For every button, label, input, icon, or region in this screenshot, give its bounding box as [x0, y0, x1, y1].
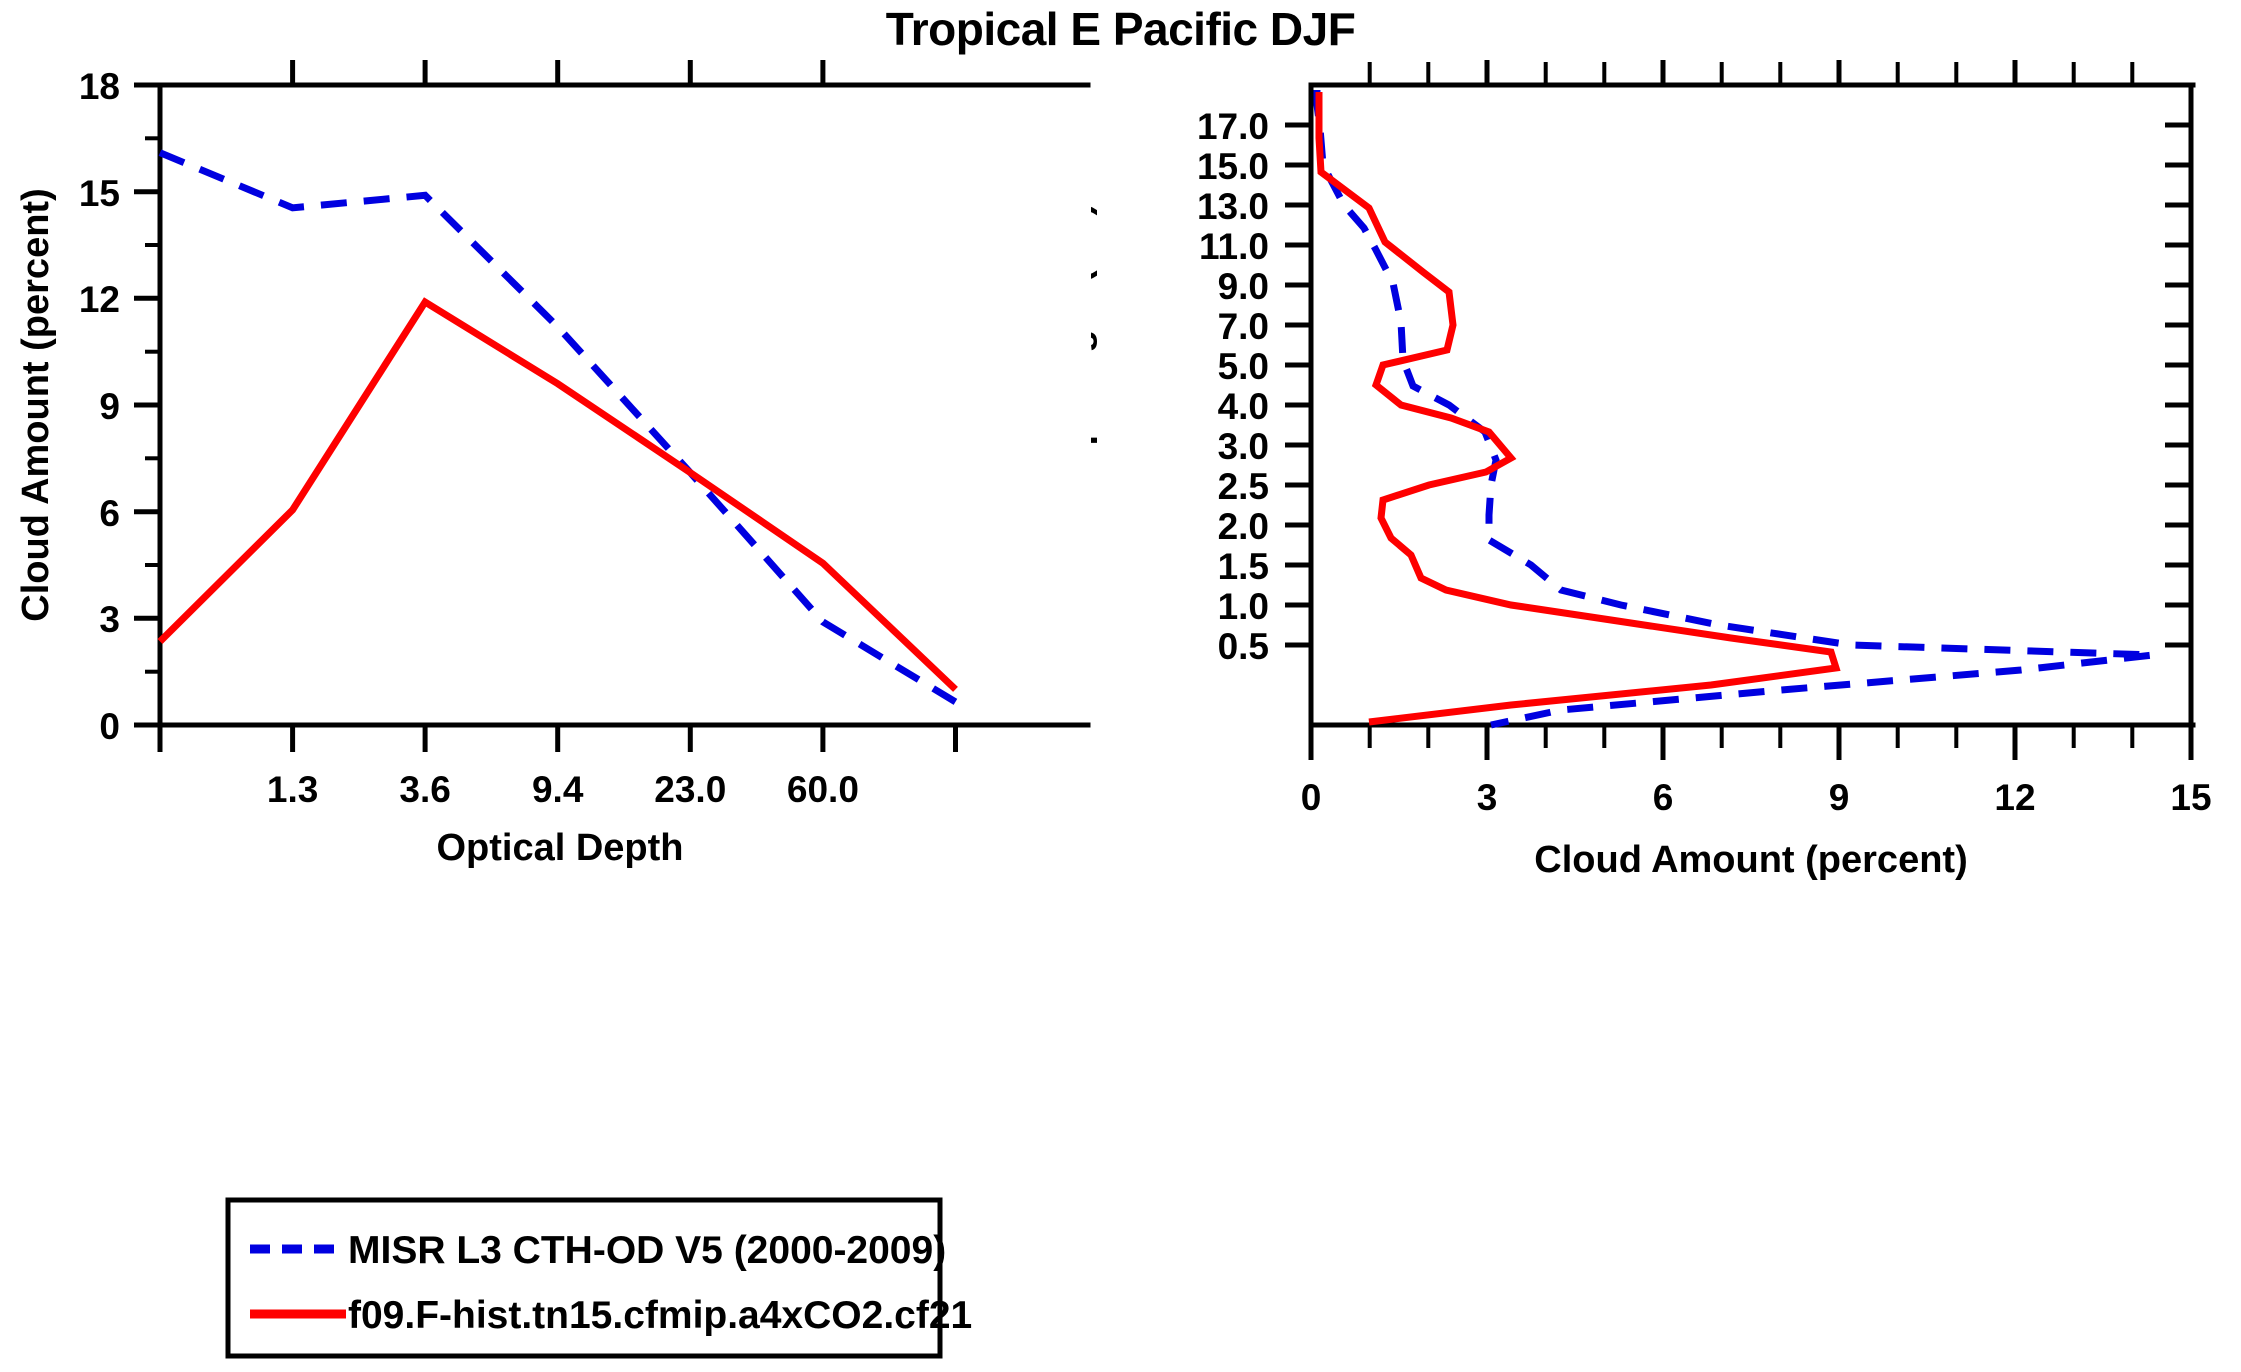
right-y-tick-4: 4.0 [1218, 386, 1269, 427]
left-y-tick-labels: 0 3 6 9 12 15 18 [79, 66, 120, 747]
right-y-tick-17: 17.0 [1197, 106, 1269, 147]
left-y-tick-0: 0 [99, 706, 120, 747]
right-y-tick-3: 3.0 [1218, 426, 1269, 467]
left-y-minor-ticks [145, 136, 160, 674]
right-x-tick-labels: 0 3 6 9 12 15 [1301, 777, 2212, 818]
left-axis-frame [157, 82, 1091, 728]
left-y-major-ticks [134, 82, 160, 728]
left-x-tick-2: 3.6 [399, 769, 450, 810]
right-y-tick-1: 1.0 [1218, 586, 1269, 627]
legend-entry-misr[interactable]: MISR L3 CTH-OD V5 (2000-2009) [250, 1229, 946, 1272]
legend-label-misr: MISR L3 CTH-OD V5 (2000-2009) [348, 1229, 946, 1272]
legend: MISR L3 CTH-OD V5 (2000-2009) f09.F-hist… [225, 1197, 972, 1359]
right-y-tick-2p5: 2.5 [1218, 466, 1269, 507]
left-y-tick-6: 6 [99, 493, 120, 534]
right-y-tick-9: 9.0 [1218, 266, 1269, 307]
left-x-tick-4: 23.0 [654, 769, 726, 810]
left-x-tick-1: 1.3 [267, 769, 318, 810]
right-y-tick-15: 15.0 [1197, 146, 1269, 187]
right-y-tick-labels: 17.0 15.0 13.0 11.0 9.0 7.0 5.0 4.0 3.0 … [1197, 106, 1269, 667]
cloud-top-height-panel: 17.0 15.0 13.0 11.0 9.0 7.0 5.0 4.0 3.0 … [1091, 60, 2212, 881]
left-series-model [157, 297, 958, 692]
left-y-axis-title: Cloud Amount (percent) [15, 188, 57, 621]
left-x-tick-5: 60.0 [787, 769, 859, 810]
right-x-tick-15: 15 [2170, 777, 2211, 818]
legend-border [225, 1197, 943, 1359]
left-series-misr [158, 149, 958, 705]
optical-depth-panel: 0 3 6 9 12 15 18 1.3 3.6 9.4 [15, 60, 1091, 869]
right-x-tick-6: 6 [1653, 777, 1674, 818]
right-x-tick-12: 12 [1994, 777, 2035, 818]
right-series-misr [1313, 90, 2154, 729]
right-x-tick-0: 0 [1301, 777, 1322, 818]
right-y-tick-13: 13.0 [1197, 186, 1269, 227]
right-y-tick-2: 2.0 [1218, 506, 1269, 547]
left-y-tick-12: 12 [79, 279, 120, 320]
right-y-axis-title: Cloud Top Height (km) [1091, 203, 1098, 608]
right-y-tick-0p5: 0.5 [1218, 626, 1269, 667]
right-y-tick-11: 11.0 [1199, 226, 1269, 267]
right-y-tick-5: 5.0 [1218, 346, 1269, 387]
right-y-tick-7: 7.0 [1218, 306, 1269, 347]
legend-entry-model[interactable]: f09.F-hist.tn15.cfmip.a4xCO2.cf21 [250, 1294, 972, 1337]
left-x-tick-labels: 1.3 3.6 9.4 23.0 60.0 [267, 769, 859, 810]
right-x-axis-title: Cloud Amount (percent) [1534, 839, 1967, 881]
left-y-tick-18: 18 [79, 66, 120, 107]
right-x-ticks [1308, 60, 2194, 760]
left-y-tick-9: 9 [99, 386, 120, 427]
right-y-ticks [1285, 122, 2191, 648]
figure-title: Tropical E Pacific DJF [885, 3, 1356, 55]
left-x-axis-title: Optical Depth [436, 827, 683, 869]
legend-label-model: f09.F-hist.tn15.cfmip.a4xCO2.cf21 [348, 1294, 972, 1337]
right-x-tick-9: 9 [1829, 777, 1850, 818]
left-x-tick-3: 9.4 [532, 769, 584, 810]
right-series-model [1315, 92, 1841, 726]
left-y-tick-15: 15 [79, 173, 120, 214]
left-x-ticks [157, 60, 958, 752]
left-y-tick-3: 3 [99, 599, 120, 640]
right-x-tick-3: 3 [1477, 777, 1498, 818]
right-y-tick-1p5: 1.5 [1218, 546, 1269, 587]
